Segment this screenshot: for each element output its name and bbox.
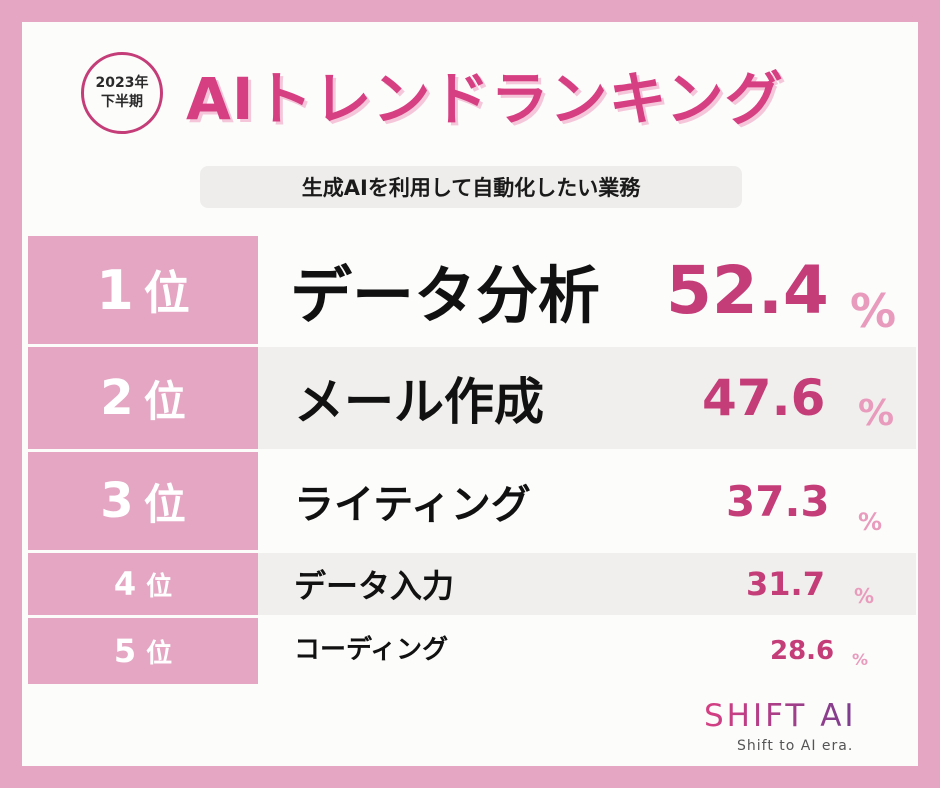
ranking-row-2: 2 位 メール作成 47.6 % bbox=[28, 347, 916, 449]
rank-suffix: 位 bbox=[143, 479, 186, 529]
subtitle-pill: 生成AIを利用して自動化したい業務 bbox=[200, 166, 742, 208]
rank-suffix: 位 bbox=[143, 266, 190, 320]
period-badge: 2023年 下半期 bbox=[81, 52, 163, 134]
item-value: 31.7 bbox=[746, 565, 825, 603]
ranking-row-3: 3 位 ライティング 37.3 % bbox=[28, 452, 916, 550]
item-value: 37.3 bbox=[726, 476, 830, 526]
ranking-row-5: 5 位 コーディング 28.6 % bbox=[28, 618, 916, 684]
item-label: データ入力 bbox=[294, 567, 455, 605]
item-unit: % bbox=[850, 284, 897, 338]
rank-cell-2: 2 位 bbox=[28, 347, 258, 449]
item-unit: % bbox=[852, 650, 869, 669]
brand-logo: SHIFT AI bbox=[704, 698, 857, 734]
rank-number: 4 bbox=[113, 565, 137, 603]
item-unit: % bbox=[858, 393, 895, 434]
item-cell-4: データ入力 31.7 % bbox=[258, 553, 916, 615]
row-divider bbox=[28, 449, 916, 452]
rank-cell-4: 4 位 bbox=[28, 553, 258, 615]
rank-suffix: 位 bbox=[143, 376, 186, 426]
item-label: メール作成 bbox=[294, 373, 544, 431]
item-label: データ分析 bbox=[290, 259, 601, 332]
brand-tagline: Shift to AI era. bbox=[737, 738, 854, 754]
item-cell-5: コーディング 28.6 % bbox=[258, 618, 916, 684]
badge-year: 2023年 bbox=[95, 75, 149, 91]
row-divider bbox=[28, 615, 916, 618]
item-unit: % bbox=[858, 508, 883, 536]
row-divider bbox=[28, 550, 916, 553]
rank-number: 5 bbox=[113, 632, 137, 670]
item-cell-3: ライティング 37.3 % bbox=[258, 452, 916, 550]
item-unit: % bbox=[854, 584, 875, 608]
rank-suffix: 位 bbox=[146, 638, 173, 669]
item-value: 47.6 bbox=[702, 369, 826, 427]
rank-number: 1 bbox=[96, 258, 134, 322]
item-cell-1: データ分析 52.4 % bbox=[258, 236, 916, 344]
rank-number: 3 bbox=[100, 473, 134, 529]
subtitle-text: 生成AIを利用して自動化したい業務 bbox=[301, 176, 641, 200]
item-label: コーディング bbox=[294, 634, 449, 665]
rank-number: 2 bbox=[100, 370, 134, 426]
rank-cell-3: 3 位 bbox=[28, 452, 258, 550]
row-divider bbox=[28, 344, 916, 347]
item-label: ライティング bbox=[294, 482, 531, 528]
item-value: 52.4 bbox=[666, 251, 829, 329]
item-cell-2: メール作成 47.6 % bbox=[258, 347, 916, 449]
badge-period: 下半期 bbox=[101, 94, 143, 110]
rank-suffix: 位 bbox=[146, 571, 173, 602]
item-value: 28.6 bbox=[770, 636, 835, 666]
ranking-row-4: 4 位 データ入力 31.7 % bbox=[28, 553, 916, 615]
rank-cell-1: 1 位 bbox=[28, 236, 258, 344]
page-title: AIトレンドランキング bbox=[186, 65, 784, 133]
rank-cell-5: 5 位 bbox=[28, 618, 258, 684]
ranking-row-1: 1 位 データ分析 52.4 % bbox=[28, 236, 916, 344]
